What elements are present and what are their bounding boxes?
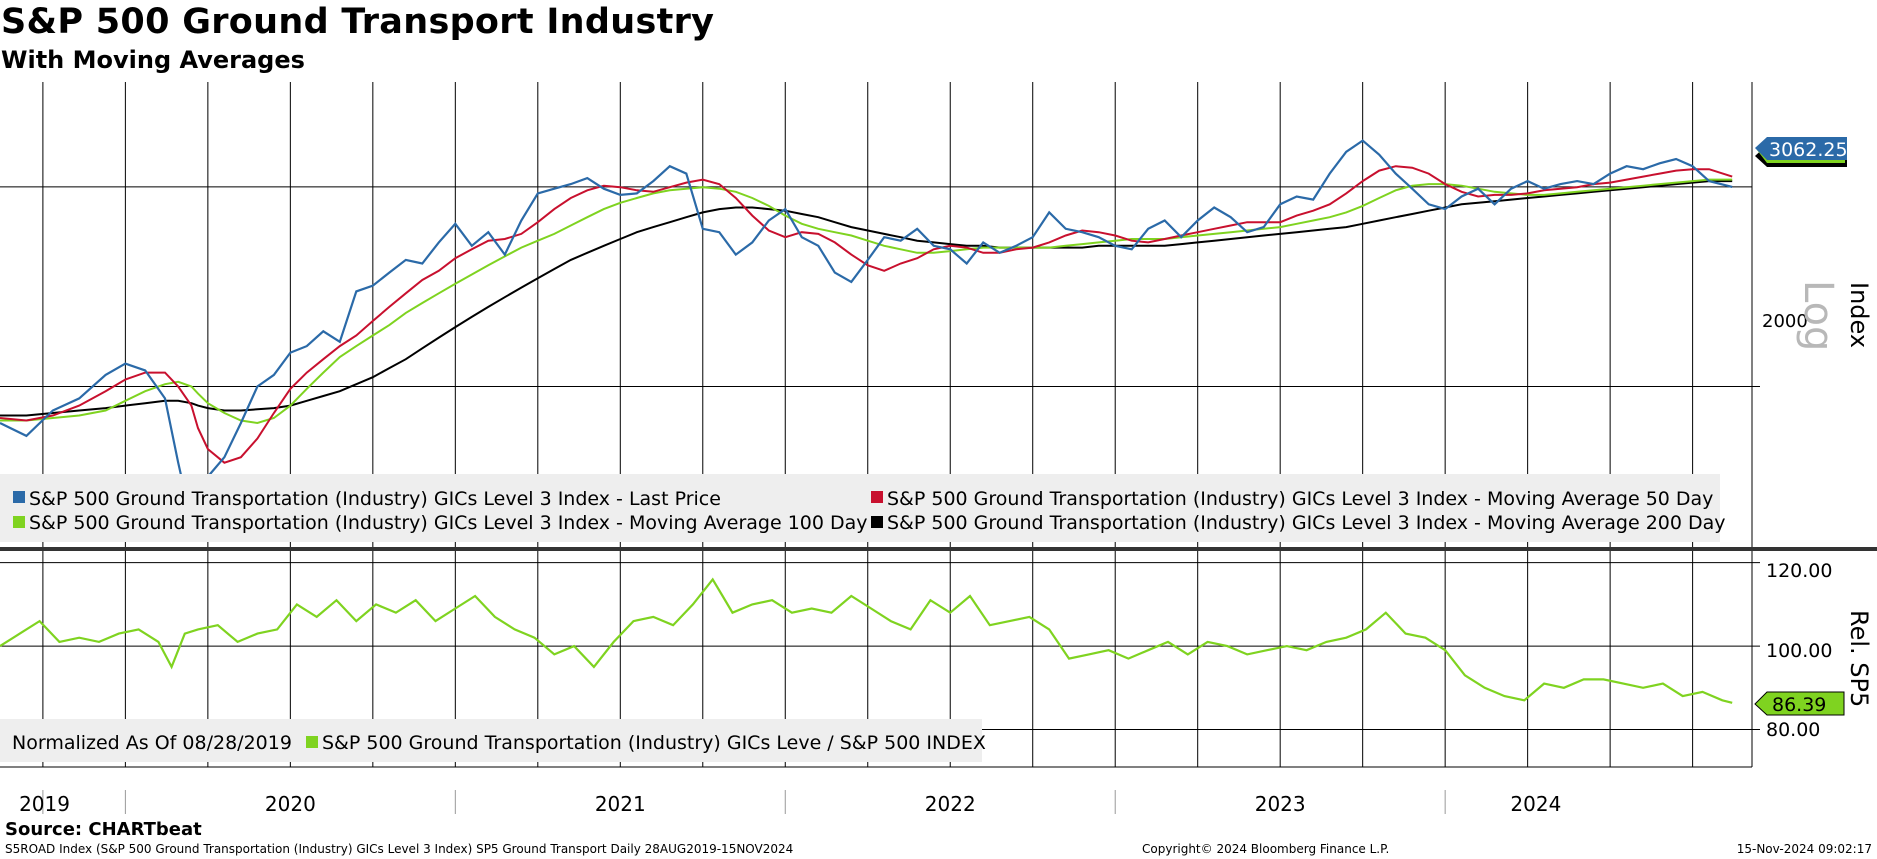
last-price-tag-blue [1755, 137, 1847, 160]
year-label: 2024 [1510, 792, 1561, 816]
year-label: 2020 [265, 792, 316, 816]
footer-timestamp: 15-Nov-2024 09:02:17 [1736, 842, 1872, 856]
ma200-line [0, 180, 1733, 417]
year-label: 2019 [19, 792, 70, 816]
year-axis: 2019 2020 2021 2022 2023 2024 [19, 790, 1561, 816]
legend-label-price: S&P 500 Ground Transportation (Industry)… [29, 488, 721, 510]
last-price-line [0, 139, 1733, 526]
upper-legend-bg [0, 474, 1720, 542]
log-scale-label: Log [1795, 280, 1841, 351]
legend-label-ma100: S&P 500 Ground Transportation (Industry)… [29, 512, 868, 534]
year-label: 2023 [1255, 792, 1306, 816]
ma100-line [0, 178, 1733, 425]
footer-left: S5ROAD Index (S&P 500 Ground Transportat… [5, 842, 794, 856]
upper-ytick-label-2000: 2000 [1762, 311, 1808, 332]
footer-copyright: Copyright© 2024 Bloomberg Finance L.P. [1142, 842, 1390, 856]
source-label: Source: CHARTbeat [5, 819, 202, 840]
legend-swatch-ma50 [871, 491, 883, 503]
lower-ytick-label-100: 100.00 [1766, 640, 1832, 662]
year-label: 2022 [925, 792, 976, 816]
rel-value-tag-bg [1754, 691, 1845, 716]
rel-value: 86.39 [1772, 694, 1826, 716]
chart-subtitle: With Moving Averages [1, 46, 305, 74]
panel-divider [0, 547, 1877, 551]
legend-swatch-rel [306, 736, 318, 748]
upper-y-axis-title: Index [1845, 282, 1873, 348]
lower-ytick-label-120: 120.00 [1766, 560, 1832, 582]
ma50-line [0, 165, 1733, 464]
legend-label-rel: S&P 500 Ground Transportation (Industry)… [322, 732, 986, 754]
legend-swatch-ma200 [871, 516, 883, 528]
chart-title: S&P 500 Ground Transport Industry [1, 2, 715, 42]
lower-horizontal-gridlines [0, 562, 1760, 730]
upper-legend: S&P 500 Ground Transportation (Industry)… [0, 474, 1726, 542]
legend-label-ma50: S&P 500 Ground Transportation (Industry)… [887, 488, 1713, 510]
upper-horizontal-gridlines [0, 186, 1760, 387]
lower-ytick-label-80: 80.00 [1766, 719, 1820, 741]
lower-legend: Normalized As Of 08/28/2019 S&P 500 Grou… [0, 719, 986, 762]
legend-swatch-ma100 [13, 516, 25, 528]
last-price-value: 3062.25 [1769, 139, 1848, 161]
lower-legend-note: Normalized As Of 08/28/2019 [12, 732, 292, 754]
lower-legend-bg [0, 719, 982, 762]
last-price-tag: 3062.25 [1755, 137, 1848, 167]
legend-label-ma200: S&P 500 Ground Transportation (Industry)… [887, 512, 1726, 534]
lower-y-axis-title: Rel. SP5 [1845, 610, 1873, 707]
rel-value-tag: 86.39 [1754, 691, 1845, 716]
relative-performance-line [0, 577, 1733, 704]
legend-swatch-price [13, 491, 25, 503]
upper-series [0, 139, 1733, 526]
year-label: 2021 [595, 792, 646, 816]
